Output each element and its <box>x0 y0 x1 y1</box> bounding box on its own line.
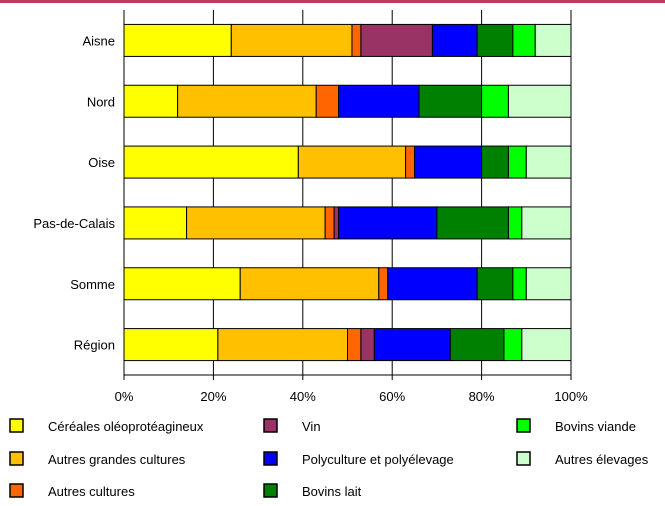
bar-segment <box>525 267 572 301</box>
bar-segment <box>512 267 527 301</box>
category-label: Oise <box>88 155 115 170</box>
legend-label: Bovins lait <box>302 484 362 499</box>
x-axis: 0% 20% 40% 60% 80% 100% <box>115 10 588 404</box>
bar-segment <box>297 145 407 179</box>
bar-segment <box>373 328 451 362</box>
category-label: Aisne <box>82 33 115 48</box>
category-label: Nord <box>87 94 115 109</box>
legend-label: Céréales oléoprotéagineux <box>48 419 204 434</box>
category-label: Somme <box>70 277 115 292</box>
legend-label: Autres élevages <box>555 452 649 467</box>
legend-swatch <box>9 451 24 466</box>
bar-segment <box>123 328 219 362</box>
legend-swatch <box>263 418 278 433</box>
legend-swatch <box>516 451 531 466</box>
bar-segment <box>347 328 362 362</box>
x-tick-label: 100% <box>554 389 588 404</box>
bar-segment <box>123 84 179 118</box>
bars <box>123 23 572 362</box>
bar-segment <box>177 84 317 118</box>
bar-segment <box>186 206 326 240</box>
bar-segment <box>476 267 514 301</box>
bar-segment <box>476 23 514 57</box>
bar-segment <box>338 84 420 118</box>
bar-segment <box>230 23 353 57</box>
legend-swatch <box>516 418 531 433</box>
x-tick-label: 0% <box>115 389 134 404</box>
bar-segment <box>512 23 536 57</box>
bar-segment <box>123 23 232 57</box>
bar-segment <box>351 23 362 57</box>
category-label: Région <box>74 338 115 353</box>
bar-segment <box>338 206 438 240</box>
legend-label: Bovins viande <box>555 419 636 434</box>
bar-segment <box>324 206 335 240</box>
bar-segment <box>436 206 509 240</box>
grid <box>123 10 572 375</box>
bar-segment <box>333 206 340 240</box>
bar-segment <box>123 206 188 240</box>
legend-label: Autres cultures <box>48 484 135 499</box>
bar-segment <box>414 145 483 179</box>
legend-swatch <box>9 483 24 498</box>
bar-segment <box>481 145 509 179</box>
bar-segment <box>507 145 527 179</box>
bar-segment <box>123 145 299 179</box>
category-labels: Aisne Nord Oise Pas-de-Calais Somme Région <box>33 33 115 352</box>
bar-segment <box>507 84 572 118</box>
bar-segment <box>405 145 416 179</box>
bar-segment <box>431 23 478 57</box>
legend-label: Autres grandes cultures <box>48 452 186 467</box>
bar-segment <box>525 145 572 179</box>
bar-segment <box>449 328 505 362</box>
x-tick-label: 40% <box>290 389 316 404</box>
x-tick-label: 60% <box>379 389 405 404</box>
legend-swatch <box>263 451 278 466</box>
bar-segment <box>387 267 478 301</box>
bar-segment <box>521 328 572 362</box>
top-border <box>0 0 665 3</box>
bar-segment <box>360 23 433 57</box>
bar-segment <box>360 328 375 362</box>
legend-label: Vin <box>302 419 321 434</box>
bar-segment <box>378 267 389 301</box>
legend-label: Polyculture et polyélevage <box>302 452 454 467</box>
legend-swatch <box>263 483 278 498</box>
bar-segment <box>123 267 241 301</box>
legend: Céréales oléoprotéagineux Autres grandes … <box>9 418 649 499</box>
x-tick-label: 20% <box>200 389 226 404</box>
bar-segment <box>503 328 523 362</box>
bar-segment <box>534 23 572 57</box>
bar-segment <box>521 206 572 240</box>
bar-segment <box>217 328 348 362</box>
bar-segment <box>507 206 523 240</box>
bar-segment <box>315 84 340 118</box>
category-label: Pas-de-Calais <box>33 216 115 231</box>
legend-swatch <box>9 418 24 433</box>
bar-segment <box>418 84 483 118</box>
bar-segment <box>481 84 509 118</box>
bar-segment <box>239 267 380 301</box>
x-tick-label: 80% <box>469 389 495 404</box>
